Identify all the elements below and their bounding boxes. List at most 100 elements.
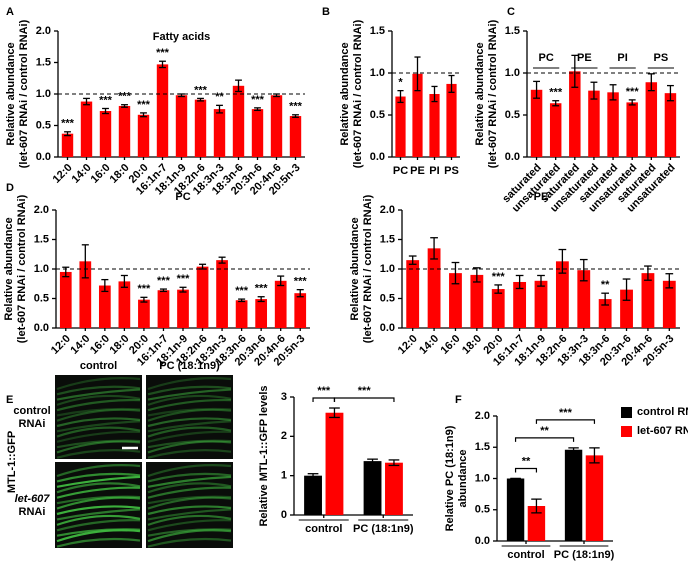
y-tick-label: 1	[281, 470, 287, 482]
y-axis-label: Relative abundance	[3, 217, 15, 320]
y-tick-label: 1.5	[380, 233, 395, 245]
x-tick-label: 18:0	[107, 333, 131, 357]
bar	[530, 89, 543, 157]
bar	[564, 449, 583, 541]
x-tick-label: PC (18:1n9)	[353, 523, 414, 535]
worm	[56, 449, 141, 459]
worm	[147, 385, 232, 396]
x-tick-label: PE	[410, 165, 425, 177]
y-tick-label: 0.5	[370, 109, 385, 121]
bar	[216, 260, 228, 328]
worm	[147, 475, 232, 488]
worm	[56, 417, 141, 428]
y-tick-label: 1.0	[36, 88, 51, 100]
bar	[645, 82, 658, 157]
bar	[118, 105, 131, 157]
x-tick-label: control	[305, 523, 342, 535]
error-bar	[121, 104, 128, 108]
bar	[157, 290, 170, 328]
error-bar	[120, 274, 128, 288]
bar	[626, 102, 638, 157]
bar	[59, 271, 72, 328]
bar	[406, 260, 420, 328]
bar	[98, 285, 111, 328]
error-bar	[448, 74, 455, 93]
error-bar	[397, 89, 404, 104]
worm	[56, 408, 141, 422]
bar	[641, 273, 655, 328]
bar	[569, 71, 581, 157]
bar	[470, 274, 484, 328]
y-axis-label: (let-607 RNAi / control RNAi)	[352, 19, 364, 168]
y-tick-label: 0.0	[370, 151, 385, 163]
x-tick-label: 12:0	[49, 333, 73, 357]
worm	[56, 440, 141, 454]
worm	[147, 420, 232, 433]
group-label: PI	[617, 52, 627, 64]
y-tick-label: 0.0	[475, 535, 490, 547]
significance-label: ***	[137, 99, 151, 111]
y-tick-label: 1.0	[505, 67, 520, 79]
significance-label: ***	[492, 271, 506, 283]
worm	[56, 537, 141, 548]
panel-letter: E	[6, 394, 13, 406]
image-column-label: control	[80, 360, 117, 372]
bar	[527, 506, 546, 541]
worm	[56, 430, 141, 443]
significance-bracket	[333, 397, 395, 403]
worm	[147, 519, 232, 532]
bar	[662, 280, 676, 328]
significance-bracket	[535, 419, 596, 424]
error-bar	[197, 97, 204, 102]
significance-label: ***	[235, 285, 249, 297]
significance-label: ***	[61, 118, 75, 130]
worm	[56, 407, 141, 417]
bar	[289, 116, 302, 157]
error-bar	[571, 54, 579, 88]
significance-label: **	[522, 455, 531, 467]
bar	[137, 114, 150, 157]
significance-label: ***	[118, 91, 132, 103]
y-tick-label: 0	[281, 509, 287, 521]
x-tick-label: 12:0	[51, 162, 75, 186]
significance-label: ***	[177, 273, 191, 285]
error-bar	[628, 99, 636, 106]
bar	[620, 289, 633, 328]
error-bar	[307, 473, 319, 479]
significance-label: ***	[358, 385, 372, 397]
error-bar	[472, 267, 481, 283]
bar	[429, 94, 440, 157]
bar	[363, 461, 382, 515]
x-tick-label: PI	[429, 165, 439, 177]
worm	[56, 394, 141, 406]
error-bar	[430, 237, 438, 260]
worm	[147, 486, 232, 499]
error-bar	[254, 107, 261, 112]
error-bar	[622, 278, 631, 301]
bar	[251, 109, 264, 157]
bar	[274, 280, 287, 328]
bar	[549, 103, 562, 157]
significance-label: ***	[255, 283, 269, 295]
bar	[255, 299, 268, 328]
significance-label: **	[601, 279, 610, 291]
bar	[607, 92, 619, 157]
x-tick-label: PC (18:1n9)	[554, 549, 615, 561]
significance-label: **	[215, 91, 224, 103]
bar	[395, 96, 406, 157]
y-tick-label: 0.5	[380, 292, 395, 304]
worm	[56, 496, 141, 510]
y-tick-label: 2.0	[36, 25, 51, 37]
y-tick-label: 1.0	[380, 263, 395, 275]
panel-letter: B	[322, 6, 330, 18]
x-tick-label: PC	[393, 165, 408, 177]
y-axis-label: (let-607 RNAi / control RNAi)	[487, 19, 499, 168]
bar	[513, 281, 527, 328]
error-bar	[81, 244, 89, 279]
worm	[147, 377, 232, 391]
image-row-label: control	[13, 405, 50, 417]
significance-label: ***	[99, 94, 113, 106]
x-tick-label: 12:0	[396, 333, 420, 357]
error-bar	[414, 56, 421, 92]
